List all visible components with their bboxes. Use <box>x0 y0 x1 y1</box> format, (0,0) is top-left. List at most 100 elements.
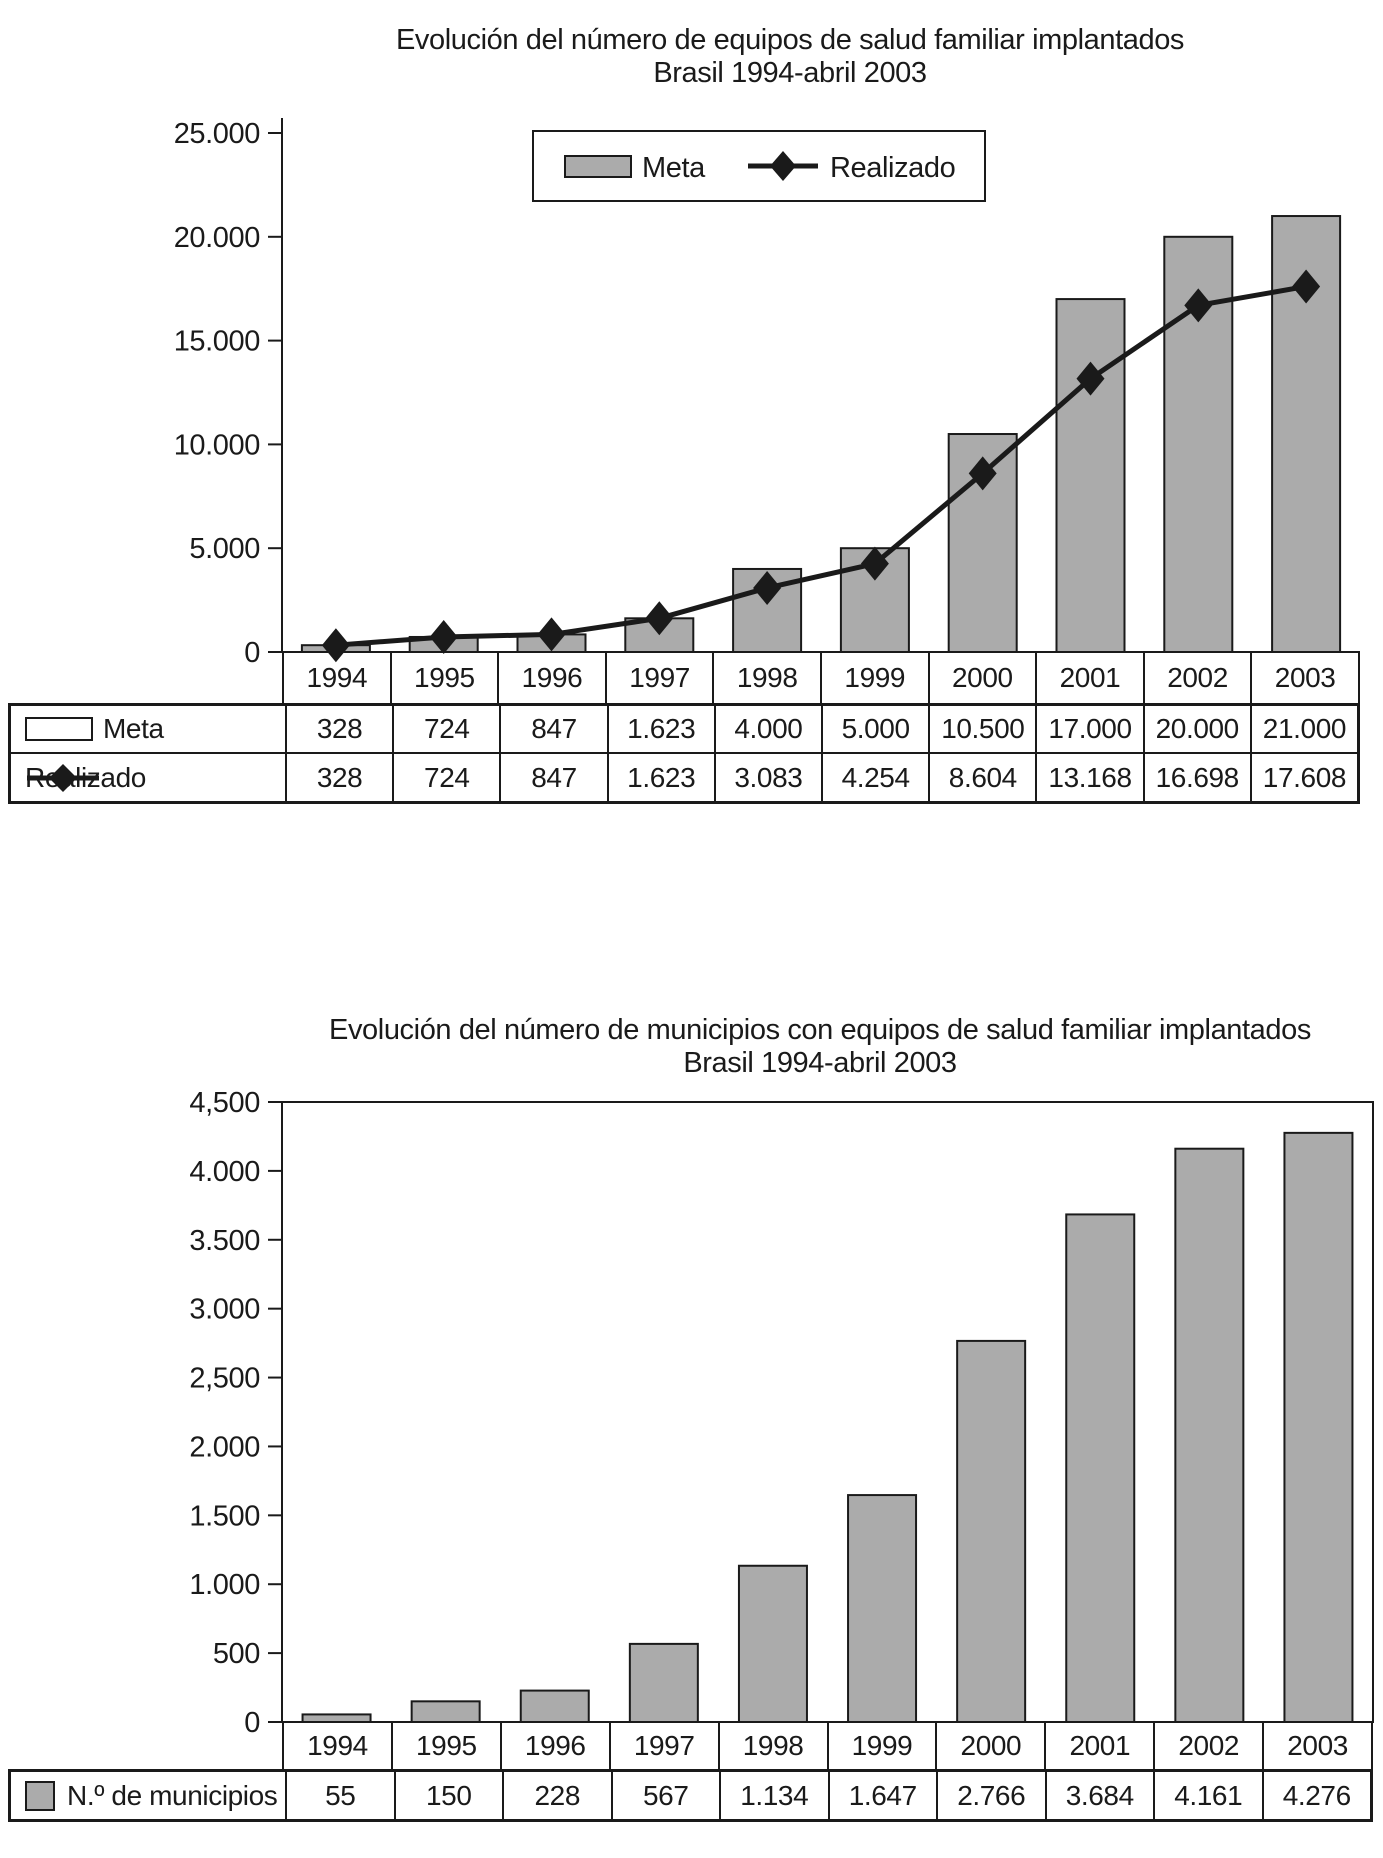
meta-row-label: Meta <box>103 713 164 744</box>
meta-value-cell: 17.000 <box>1035 706 1142 752</box>
equipos-chart: 25.000 20.000 15.000 10.000 5.000 0 Meta Realiz… <box>174 118 1360 669</box>
municipios-value-cell: 55 <box>285 1772 394 1819</box>
year-header-cell: 2000 <box>930 652 1038 703</box>
municipios-bar <box>956 1339 1027 1723</box>
realizado-value-cell: 1.623 <box>606 754 714 801</box>
year-header-cell: 1998 <box>720 1722 829 1769</box>
municipios-bar <box>1283 1131 1354 1723</box>
y-axis-tick-label: 0 <box>244 1707 260 1739</box>
legend-realizado-label: Realizado <box>830 152 955 184</box>
legend-meta-label: Meta <box>642 152 706 184</box>
y-axis-tick-label: 1.500 <box>189 1500 260 1532</box>
meta-value-cell: 847 <box>499 706 606 752</box>
municipios-value-cell: 1.647 <box>827 1772 937 1819</box>
y-axis-tick-label: 4.000 <box>189 1156 260 1188</box>
year-header-cell: 1997 <box>607 652 715 703</box>
year-header-cell: 1995 <box>393 1722 502 1769</box>
y-axis-tick-label: 25.000 <box>174 118 260 150</box>
chart1-x-axis-year-header: 1994 1995 1996 1997 1998 1999 2000 2001 2002 2003 <box>282 652 1360 703</box>
chart2-title-line2: Brasil 1994-abril 2003 <box>683 1047 957 1079</box>
year-header-cell: 1994 <box>284 1722 393 1769</box>
year-header-cell: 1998 <box>714 652 822 703</box>
municipios-value-cell: 3.684 <box>1044 1772 1154 1819</box>
realizado-marker <box>1184 288 1213 323</box>
meta-value-cell: 724 <box>392 706 499 752</box>
y-axis-tick-label: 0 <box>244 637 260 669</box>
y-axis-tick-label: 3.000 <box>189 1294 260 1326</box>
municipios-value-cell: 2.766 <box>936 1772 1045 1819</box>
chart2-title-line1: Evolución del número de municipios con e… <box>329 1014 1311 1046</box>
realizado-value-cell: 8.604 <box>928 754 1035 801</box>
meta-value-cell: 5.000 <box>821 706 928 752</box>
chart2-x-axis-year-header: 1994 1995 1996 1997 1998 1999 2000 2001 2002 2003 <box>282 1722 1374 1769</box>
municipios-bar <box>628 1642 699 1724</box>
realizado-value-cell: 847 <box>499 754 606 801</box>
y-axis-tick-label: 20.000 <box>174 222 260 254</box>
year-header-cell: 2000 <box>937 1722 1047 1769</box>
year-header-cell: 2002 <box>1155 1722 1265 1769</box>
realizado-legend-cell: Realizado <box>11 754 285 801</box>
year-header-cell: 1999 <box>822 652 930 703</box>
year-header-cell: 2003 <box>1252 652 1360 703</box>
y-axis-tick-label: 1.000 <box>189 1569 260 1601</box>
year-header-cell: 1999 <box>829 1722 938 1769</box>
municipios-value-cell: 4.161 <box>1153 1772 1262 1819</box>
meta-value-cell: 1.623 <box>606 706 714 752</box>
realizado-value-cell: 3.083 <box>713 754 821 801</box>
realizado-value-cell: 17.608 <box>1249 754 1357 801</box>
realizado-value-cell: 328 <box>285 754 392 801</box>
municipios-bar <box>301 1713 372 1724</box>
realizado-line <box>335 283 1307 648</box>
table-row-municipios: N.º de municipios 55 150 228 567 1.134 1.647 2… <box>11 1772 1370 1819</box>
realizado-marker <box>753 570 782 605</box>
year-header-cell: 2001 <box>1037 652 1145 703</box>
meta-value-cell: 328 <box>285 706 392 752</box>
realizado-marker <box>429 619 458 654</box>
legend-meta-swatch-icon <box>564 155 632 178</box>
municipios-swatch-icon <box>25 1780 55 1811</box>
realizado-value-cell: 16.698 <box>1142 754 1250 801</box>
municipios-bar <box>410 1700 481 1724</box>
meta-bar <box>1055 298 1126 653</box>
municipios-legend-cell: N.º de municipios <box>11 1772 285 1819</box>
year-header-cell: 1996 <box>499 652 607 703</box>
realizado-marker <box>1076 361 1105 396</box>
realizado-marker <box>1292 269 1321 304</box>
y-axis-tick-label: 2.000 <box>189 1431 260 1463</box>
y-axis-tick-label: 2,500 <box>189 1363 260 1395</box>
y-axis-tick-label: 500 <box>213 1638 260 1670</box>
chart1-title-line1: Evolución del número de equipos de salud… <box>395 24 1185 56</box>
y-axis-tick-label: 5.000 <box>189 533 260 565</box>
municipios-bar <box>737 1564 808 1724</box>
realizado-marker <box>968 456 997 491</box>
municipios-value-cell: 567 <box>610 1772 720 1819</box>
legend-realizado-marker-icon <box>770 151 796 181</box>
meta-value-cell: 10.500 <box>928 706 1035 752</box>
meta-value-cell: 4.000 <box>713 706 821 752</box>
realizado-marker <box>645 601 674 636</box>
municipios-value-cell: 1.134 <box>719 1772 828 1819</box>
y-axis-tick-label: 15.000 <box>174 326 260 358</box>
realizado-marker <box>321 628 350 663</box>
year-header-cell: 2001 <box>1046 1722 1156 1769</box>
realizado-value-cell: 13.168 <box>1035 754 1142 801</box>
meta-value-cell: 20.000 <box>1142 706 1250 752</box>
meta-value-cell: 21.000 <box>1249 706 1357 752</box>
chart-legend: Meta Realizado <box>532 130 986 202</box>
year-header-cell: 1994 <box>284 652 392 703</box>
municipios-bar <box>1065 1213 1136 1723</box>
y-axis-tick-label: 10.000 <box>174 429 260 461</box>
municipios-bar <box>519 1689 590 1724</box>
chart2-data-table: N.º de municipios 55 150 228 567 1.134 1.647 2… <box>8 1769 1373 1822</box>
municipios-bar <box>847 1494 918 1723</box>
realizado-value-cell: 4.254 <box>821 754 928 801</box>
table-row-realizado: Realizado 328 724 847 1.623 3.083 4.254 8.604 1… <box>11 752 1357 801</box>
municipios-value-cell: 228 <box>502 1772 611 1819</box>
table-row-meta: Meta 328 724 847 1.623 4.000 5.000 10.500 17.00… <box>11 706 1357 752</box>
year-header-cell: 2003 <box>1264 1722 1374 1769</box>
chart1-title-line2: Brasil 1994-abril 2003 <box>653 57 927 89</box>
realizado-line-marker-icon <box>27 763 99 792</box>
chart1-title: Evolución del número de equipos de salud… <box>200 24 1380 90</box>
municipios-chart: 4,500 4.000 3.500 3.000 2,500 2.000 1.500 1.000… <box>189 1087 1374 1739</box>
